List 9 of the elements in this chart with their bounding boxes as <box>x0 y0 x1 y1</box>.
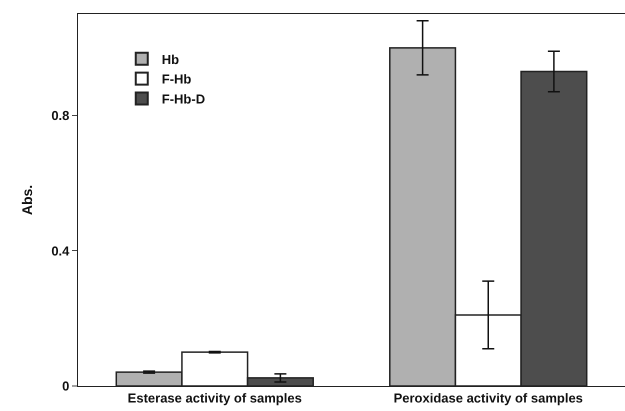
legend-label: F-Hb <box>162 72 192 87</box>
y-tick-label: 0.4 <box>51 243 70 258</box>
legend-label: Hb <box>162 52 180 67</box>
x-tick-label: Peroxidase activity of samples <box>394 390 583 406</box>
legend-label: F-Hb-D <box>162 92 206 107</box>
y-tick-label: 0.8 <box>51 108 70 123</box>
y-tick-label: 0 <box>62 378 70 394</box>
y-axis-title: Abs. <box>18 184 35 216</box>
x-tick-label: Esterase activity of samples <box>128 390 302 406</box>
